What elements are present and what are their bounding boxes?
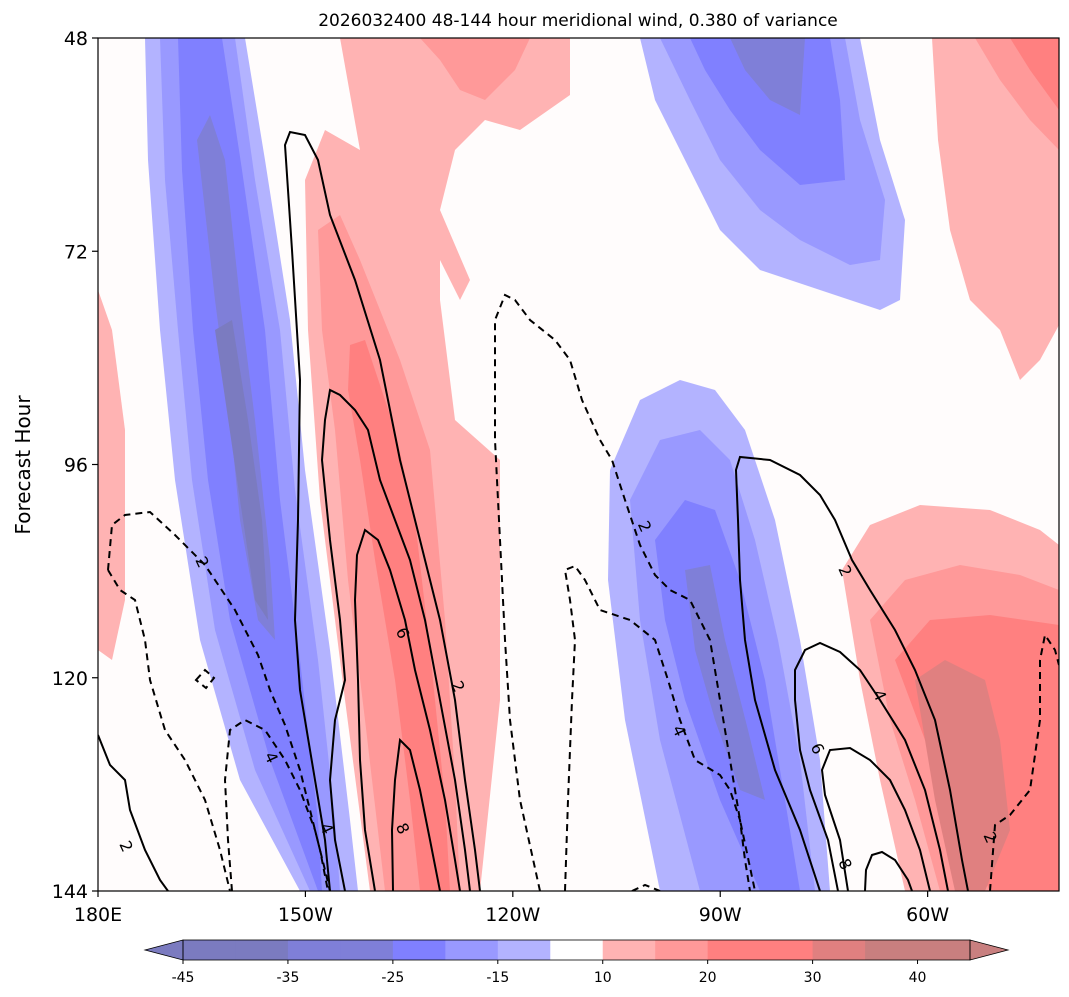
y-axis-label: Forecast Hour <box>11 395 35 535</box>
colorbar-segment <box>917 940 971 960</box>
x-tick-label: 150W <box>278 904 333 926</box>
band-red-west-top <box>420 38 530 100</box>
colorbar-segment <box>865 940 919 960</box>
colorbar-segment <box>392 940 446 960</box>
x-tick-label: 60W <box>906 904 949 926</box>
contour-solid-7 <box>794 641 949 891</box>
colorbar-tick-label: -25 <box>381 970 404 986</box>
contour-solid-3 <box>320 388 471 891</box>
contour-dashed-1 <box>107 510 329 891</box>
x-tick-label: 180E <box>74 904 122 926</box>
colorbar-segment <box>235 940 289 960</box>
colorbar-segment <box>287 940 341 960</box>
y-tick-label: 72 <box>64 241 88 263</box>
band-red-right-25 <box>915 660 1010 891</box>
contour-solid-8 <box>820 746 931 891</box>
contour-dashed-4 <box>194 668 216 690</box>
colorbar-tick-label: 30 <box>804 970 822 986</box>
colorbar-segment <box>550 940 604 960</box>
x-tick-label: 120W <box>485 904 540 926</box>
y-axis: 48 72 96 120 144 <box>52 28 98 903</box>
colorbar-segment <box>707 940 761 960</box>
contour-solid-4 <box>353 528 461 891</box>
colorbar-segment <box>340 940 394 960</box>
band-blue-west-35 <box>215 320 268 620</box>
colorbar-tick-label: -35 <box>276 970 299 986</box>
filled-contours <box>98 38 1059 891</box>
band-blue-mid-30 <box>685 565 765 800</box>
colorbar-tick-label: -15 <box>486 970 509 986</box>
contour-solid-9 <box>864 850 913 891</box>
colorbar-extend-min <box>143 939 184 961</box>
colorbar-frame <box>182 939 971 961</box>
colorbar-segment <box>760 940 814 960</box>
contour-dashed-8 <box>989 632 1059 891</box>
y-tick-label: 144 <box>52 881 88 903</box>
y-tick-label: 48 <box>64 28 88 50</box>
y-tick-label: 96 <box>64 455 88 477</box>
band-red-west-20 <box>348 340 450 891</box>
colorbar-tick-label: 10 <box>594 970 612 986</box>
contour-solid-2 <box>283 130 481 891</box>
x-axis: 180E 150W 120W 90W 60W <box>74 891 949 926</box>
colorbar-segment <box>497 940 551 960</box>
y-tick-label: 120 <box>52 668 88 690</box>
band-red-right-top <box>932 38 1059 380</box>
contour-dashed-3 <box>223 718 331 891</box>
band-blue-top-30 <box>730 38 805 115</box>
colorbar-segment <box>445 940 499 960</box>
contour-solid-6 <box>734 455 969 891</box>
colorbar-extend-max <box>969 939 1010 961</box>
contour-dashed-7 <box>631 883 661 891</box>
chart-title: 2026032400 48-144 hour meridional wind, … <box>318 11 838 31</box>
contour-dashed-2 <box>107 569 231 891</box>
colorbar-tick-label: -45 <box>172 970 195 986</box>
line-contours <box>98 130 1059 891</box>
colorbar-tick-label: 20 <box>699 970 717 986</box>
contour-solid-1 <box>98 734 169 891</box>
band-red-right-top-20 <box>1010 38 1059 110</box>
colorbar-segment <box>655 940 709 960</box>
colorbar-segment <box>183 940 236 960</box>
contour-solid-5 <box>390 737 441 891</box>
band-blue-top-25 <box>690 38 845 185</box>
x-tick-label: 90W <box>699 904 742 926</box>
colorbar-segment <box>602 940 656 960</box>
band-red-left <box>98 290 125 660</box>
colorbar: -45 -35 -25 -15 10 20 30 40 <box>143 939 1010 986</box>
colorbar-segment <box>812 940 866 960</box>
colorbar-tick-label: 40 <box>909 970 927 986</box>
